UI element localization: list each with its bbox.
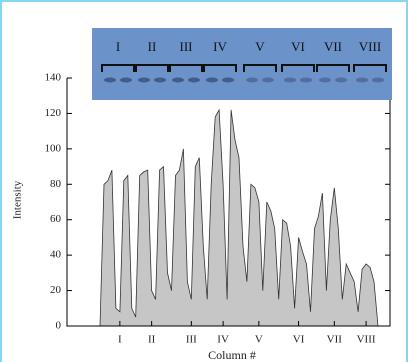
gel-band <box>206 78 218 83</box>
lane-label: VIII <box>359 39 381 54</box>
gel-band <box>222 78 234 83</box>
lane-label: VII <box>324 39 342 54</box>
lane-label: II <box>148 39 157 54</box>
gel-band <box>356 78 368 83</box>
x-tick-label: I <box>118 334 122 346</box>
lane-label: VI <box>291 39 305 54</box>
gel-band <box>138 78 150 83</box>
gel-band <box>120 78 132 83</box>
lane-label: III <box>180 39 193 54</box>
y-tick-label: 0 <box>56 320 62 332</box>
x-tick-label: III <box>186 334 197 346</box>
gel-band <box>104 78 116 83</box>
gel-band <box>372 78 384 83</box>
lane-label: V <box>255 39 265 54</box>
x-axis-label: Column # <box>208 348 256 362</box>
y-tick-label: 60 <box>50 213 62 225</box>
y-tick-label: 140 <box>45 72 62 84</box>
x-tick-label: VII <box>327 334 343 346</box>
x-tick-label: II <box>148 334 156 346</box>
gel-band <box>319 78 331 83</box>
intensity-area <box>100 110 378 326</box>
x-tick-label: IV <box>217 334 229 346</box>
y-tick-label: 40 <box>50 249 62 261</box>
y-axis-label: Intensity <box>12 180 24 219</box>
lane-label: I <box>116 39 120 54</box>
gel-band <box>335 78 347 83</box>
x-tick-label: VI <box>293 334 305 346</box>
y-tick-label: 120 <box>45 107 62 119</box>
y-tick-label: 80 <box>50 178 62 190</box>
y-tick-label: 100 <box>45 142 62 154</box>
x-tick-label: V <box>255 334 263 346</box>
lane-label: IV <box>213 39 227 54</box>
gel-band <box>154 78 166 83</box>
x-tick-label: VIII <box>357 334 376 346</box>
gel-band <box>172 78 184 83</box>
figure: 020406080100120140IIIIIIIVVVIVIIVIII III… <box>0 0 408 362</box>
gel-band <box>262 78 274 83</box>
y-tick-label: 20 <box>50 284 62 296</box>
gel-band <box>246 78 258 83</box>
gel-band <box>300 78 312 83</box>
gel-band <box>284 78 296 83</box>
gel-band <box>188 78 200 83</box>
